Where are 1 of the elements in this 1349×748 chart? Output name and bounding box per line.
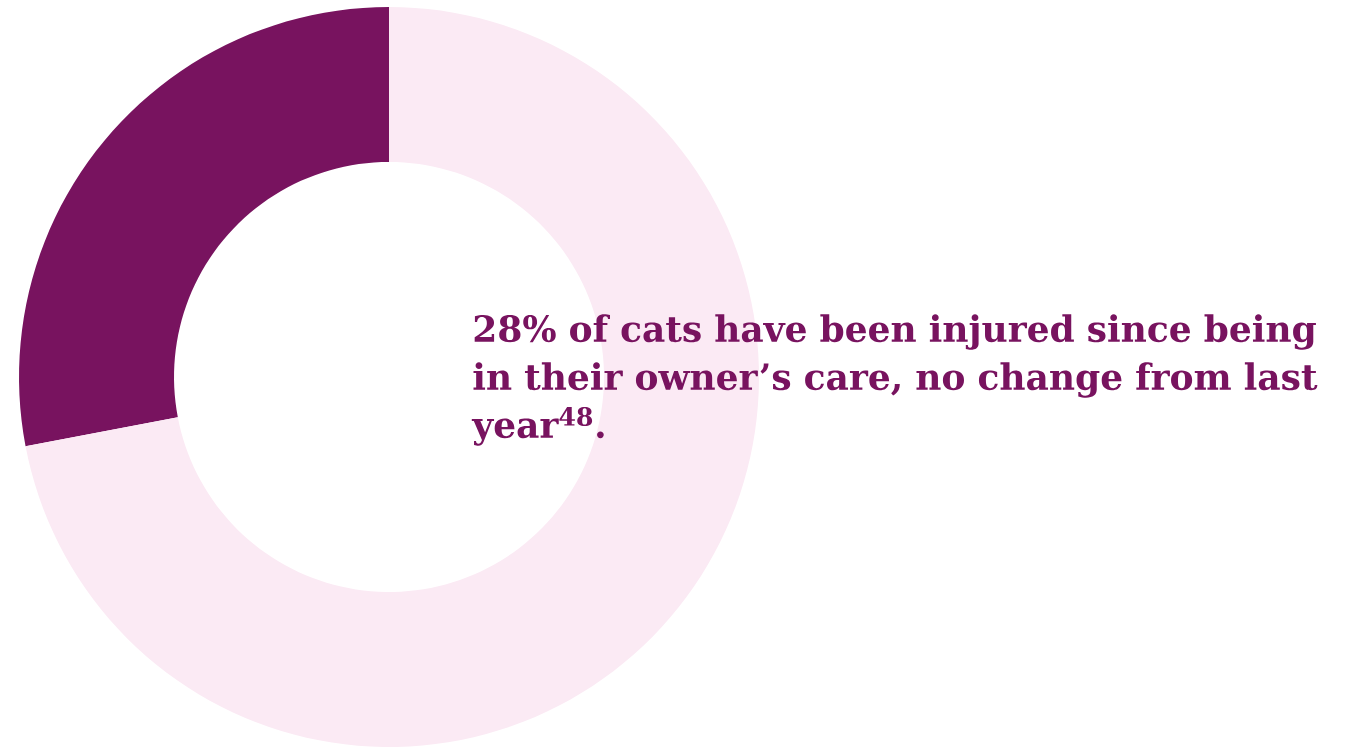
text: 28% of cats have been injured since being in their owner’s care, no change from last year$^{48}$. [471,314,1318,446]
